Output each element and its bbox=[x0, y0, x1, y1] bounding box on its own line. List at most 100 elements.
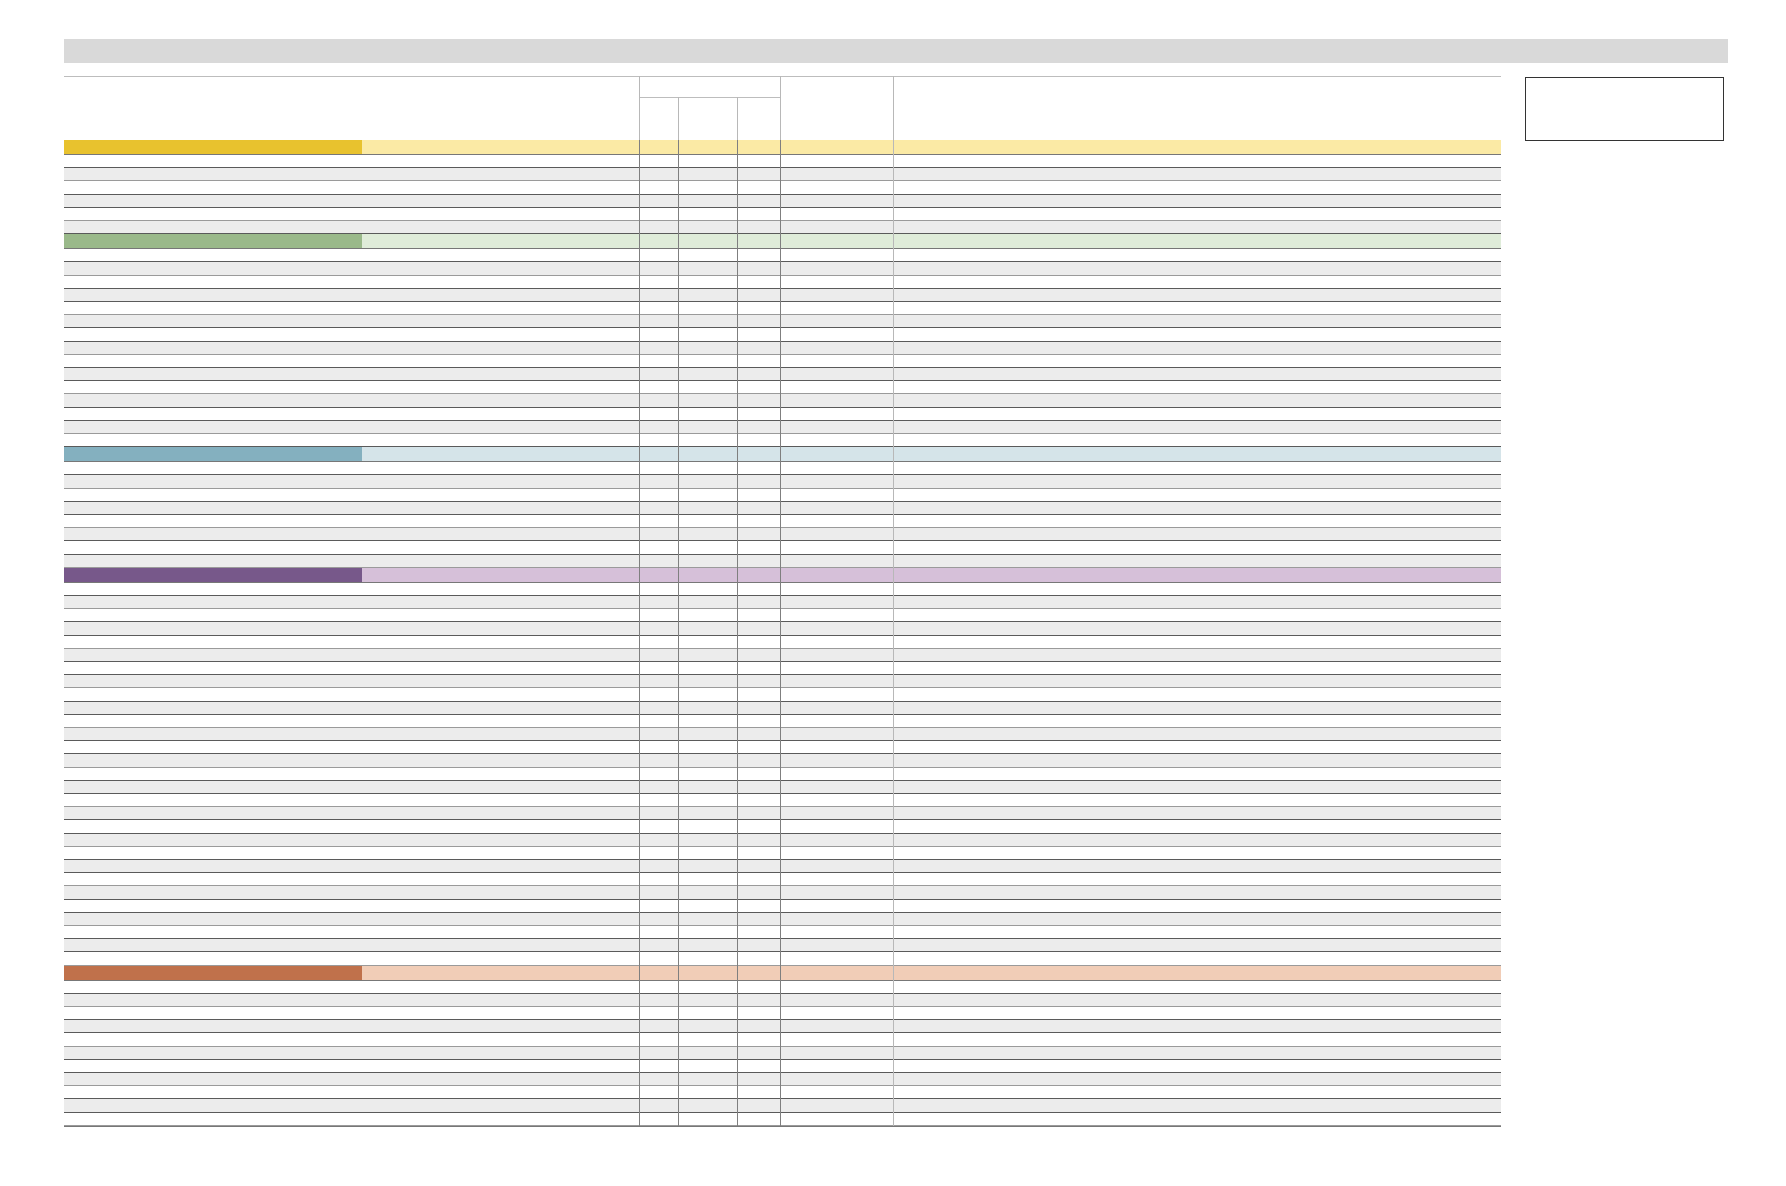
table-row[interactable] bbox=[64, 501, 1501, 515]
table-row[interactable] bbox=[64, 207, 1501, 221]
table-row[interactable] bbox=[64, 780, 1501, 794]
column-divider bbox=[780, 140, 781, 1126]
table-row[interactable] bbox=[64, 1112, 1501, 1126]
row-rule bbox=[64, 1098, 1501, 1100]
header-col-divider bbox=[780, 76, 781, 140]
table-row[interactable] bbox=[64, 980, 1501, 994]
table-row[interactable] bbox=[64, 1086, 1501, 1100]
row-rule bbox=[64, 1032, 1501, 1034]
table-row[interactable] bbox=[64, 420, 1501, 434]
table-row[interactable] bbox=[64, 1033, 1501, 1047]
table-row[interactable] bbox=[64, 609, 1501, 623]
table-row[interactable] bbox=[64, 860, 1501, 874]
table-row[interactable] bbox=[64, 394, 1501, 408]
table-row[interactable] bbox=[64, 794, 1501, 808]
table-row[interactable] bbox=[64, 701, 1501, 715]
table-row[interactable] bbox=[64, 462, 1501, 476]
table-row[interactable] bbox=[64, 181, 1501, 195]
table-row[interactable] bbox=[64, 554, 1501, 568]
table-row[interactable] bbox=[64, 368, 1501, 382]
table-row[interactable] bbox=[64, 275, 1501, 289]
table-row[interactable] bbox=[64, 582, 1501, 596]
table-row[interactable] bbox=[64, 1059, 1501, 1073]
table-row[interactable] bbox=[64, 1073, 1501, 1087]
table-row[interactable] bbox=[64, 833, 1501, 847]
column-divider bbox=[737, 140, 738, 1126]
table-row[interactable] bbox=[64, 899, 1501, 913]
table-row[interactable] bbox=[64, 675, 1501, 689]
table-row[interactable] bbox=[64, 1007, 1501, 1021]
table-row[interactable] bbox=[64, 315, 1501, 329]
table-row[interactable] bbox=[64, 434, 1501, 448]
row-rule bbox=[64, 1085, 1501, 1087]
row-rule bbox=[64, 314, 1501, 316]
row-rule bbox=[64, 898, 1501, 900]
row-rule bbox=[64, 446, 1501, 448]
table-row[interactable] bbox=[64, 886, 1501, 900]
section-fill-cell bbox=[362, 567, 1501, 582]
table-row[interactable] bbox=[64, 475, 1501, 489]
row-rule bbox=[64, 487, 1501, 489]
row-rule bbox=[64, 180, 1501, 182]
row-rule bbox=[64, 1071, 1501, 1073]
table-row[interactable] bbox=[64, 993, 1501, 1007]
table-row[interactable] bbox=[64, 952, 1501, 966]
row-rule bbox=[64, 553, 1501, 555]
table-row[interactable] bbox=[64, 1020, 1501, 1034]
table-row[interactable] bbox=[64, 846, 1501, 860]
table-row[interactable] bbox=[64, 622, 1501, 636]
row-rule bbox=[64, 500, 1501, 502]
table-row[interactable] bbox=[64, 381, 1501, 395]
table-row[interactable] bbox=[64, 407, 1501, 421]
table-row[interactable] bbox=[64, 528, 1501, 542]
table-row[interactable] bbox=[64, 1046, 1501, 1060]
table-row[interactable] bbox=[64, 221, 1501, 235]
table-row[interactable] bbox=[64, 714, 1501, 728]
table-row[interactable] bbox=[64, 939, 1501, 953]
table-row[interactable] bbox=[64, 926, 1501, 940]
table-row[interactable] bbox=[64, 1099, 1501, 1113]
column-divider bbox=[678, 140, 679, 1126]
table-row[interactable] bbox=[64, 688, 1501, 702]
table-row[interactable] bbox=[64, 249, 1501, 263]
section-fill-cell bbox=[362, 234, 1501, 249]
table-row[interactable] bbox=[64, 635, 1501, 649]
row-rule bbox=[64, 992, 1501, 994]
planning-table bbox=[64, 76, 1501, 1136]
table-row[interactable] bbox=[64, 728, 1501, 742]
row-rule bbox=[64, 406, 1501, 408]
table-row[interactable] bbox=[64, 341, 1501, 355]
table-row[interactable] bbox=[64, 767, 1501, 781]
table-row[interactable] bbox=[64, 873, 1501, 887]
table-row[interactable] bbox=[64, 662, 1501, 676]
table-row[interactable] bbox=[64, 328, 1501, 342]
table-row[interactable] bbox=[64, 354, 1501, 368]
table-row[interactable] bbox=[64, 155, 1501, 169]
row-rule bbox=[64, 340, 1501, 342]
table-row[interactable] bbox=[64, 262, 1501, 276]
table-row[interactable] bbox=[64, 807, 1501, 821]
table-row[interactable] bbox=[64, 194, 1501, 208]
table-row[interactable] bbox=[64, 912, 1501, 926]
section-fill-cell bbox=[362, 140, 1501, 154]
table-row[interactable] bbox=[64, 741, 1501, 755]
row-rule bbox=[64, 938, 1501, 940]
table-row[interactable] bbox=[64, 541, 1501, 555]
row-rule bbox=[64, 634, 1501, 636]
table-row[interactable] bbox=[64, 515, 1501, 529]
table-row[interactable] bbox=[64, 754, 1501, 768]
row-rule bbox=[64, 1111, 1501, 1113]
column-divider bbox=[893, 140, 894, 1126]
table-row[interactable] bbox=[64, 820, 1501, 834]
table-row[interactable] bbox=[64, 488, 1501, 502]
table-row[interactable] bbox=[64, 288, 1501, 302]
row-rule bbox=[64, 911, 1501, 913]
row-rule bbox=[64, 674, 1501, 676]
row-rule bbox=[64, 753, 1501, 755]
section-label-cell bbox=[64, 447, 362, 462]
table-row[interactable] bbox=[64, 302, 1501, 316]
table-row[interactable] bbox=[64, 596, 1501, 610]
table-row[interactable] bbox=[64, 648, 1501, 662]
table-row[interactable] bbox=[64, 168, 1501, 182]
row-rule bbox=[64, 393, 1501, 395]
